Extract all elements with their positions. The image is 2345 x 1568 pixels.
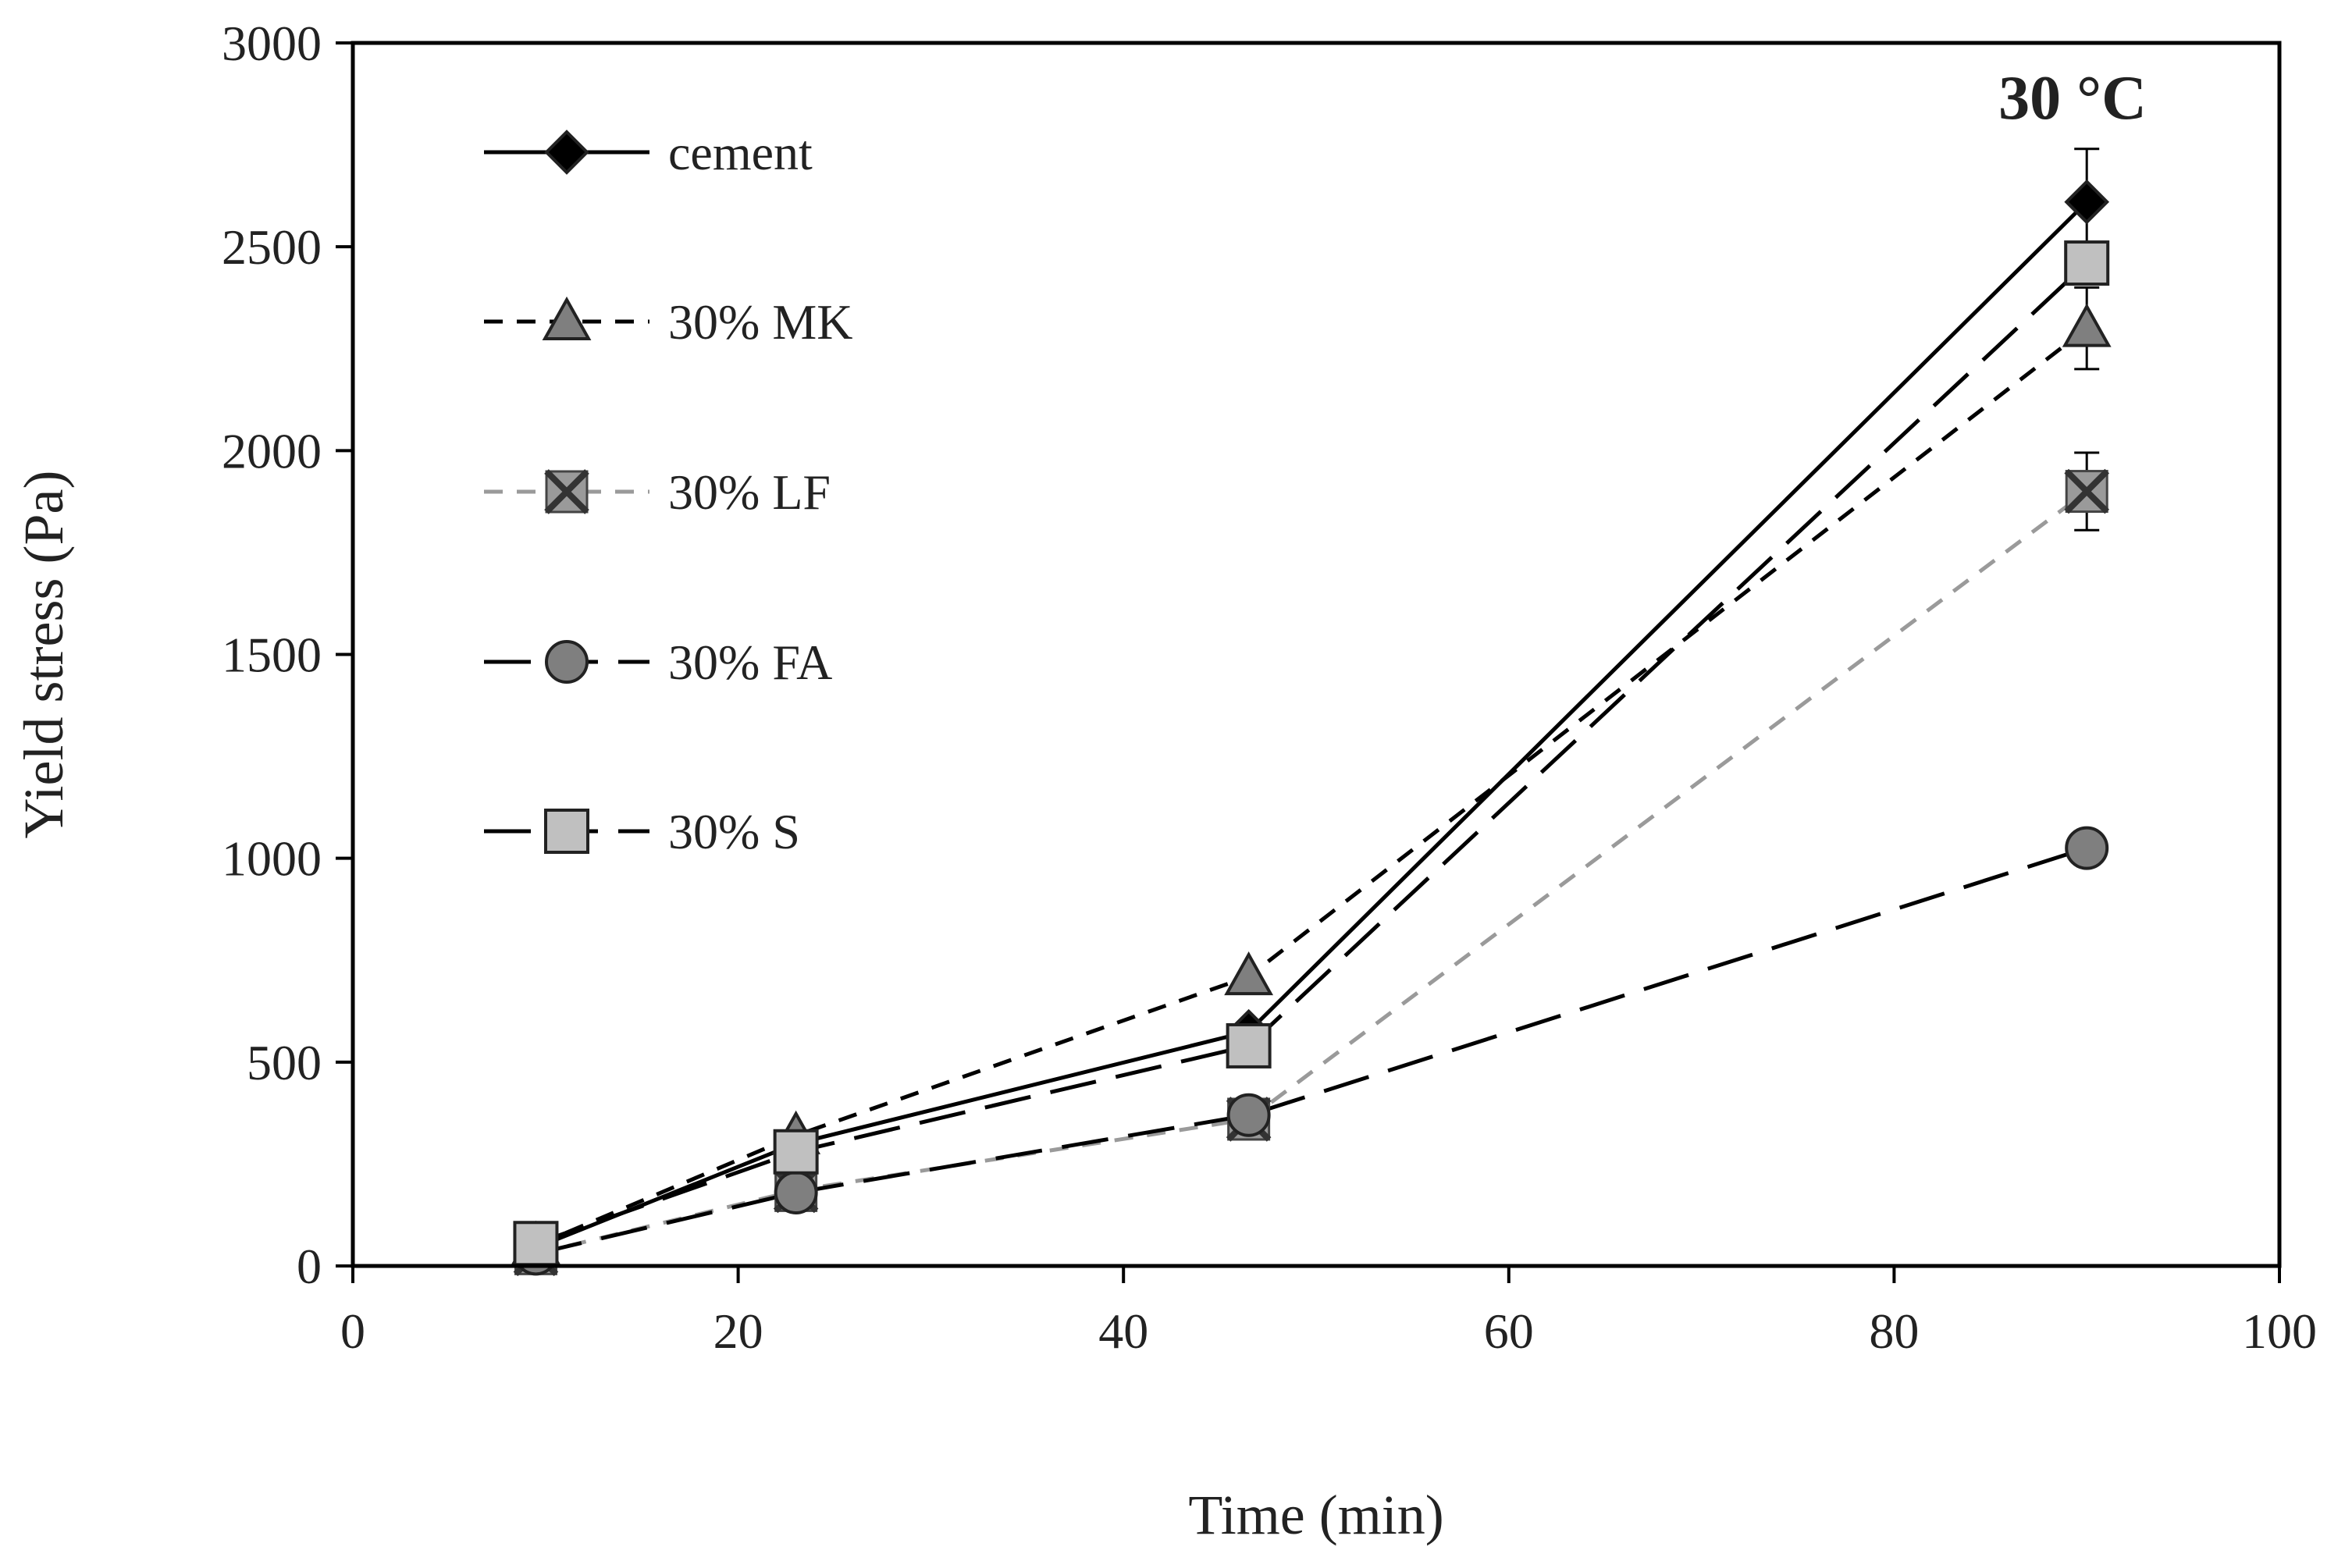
marker-cross: [544, 469, 589, 514]
x-tick-label: 80: [1869, 1303, 1919, 1359]
data-point-30-s: [2064, 240, 2110, 286]
axes: 0 500 1000 1500 2000 2500 3000 0 20 40 60 80 100: [222, 16, 2317, 1359]
temperature-annotation: 30 °C: [1998, 64, 2147, 133]
series-layer: [511, 148, 2112, 1277]
data-point-30-fa: [1226, 1093, 1271, 1137]
series-line-30-s: [535, 261, 2088, 1246]
y-tick-label: 1000: [222, 831, 322, 887]
legend-label: cement: [668, 125, 813, 180]
y-tick-label: 2500: [222, 219, 322, 275]
data-point-30-fa: [2065, 826, 2109, 870]
legend-item-cement: cement: [484, 125, 813, 180]
y-tick-label: 3000: [222, 16, 322, 71]
x-tick-label: 60: [1484, 1303, 1534, 1359]
legend-marker: [545, 640, 589, 684]
legend: cement 30% MK 30% LF 30% FA 30% S: [484, 125, 852, 859]
legend-label: 30% MK: [668, 294, 852, 350]
x-tick-label: 40: [1098, 1303, 1148, 1359]
data-point-30-mk: [2062, 303, 2112, 347]
marker-cross: [2064, 468, 2110, 514]
series-line-30-lf: [535, 489, 2088, 1256]
legend-item-30-mk: 30% MK: [484, 294, 852, 350]
legend-marker: [544, 809, 589, 854]
y-axis-title: Yield stress (Pa): [12, 471, 75, 839]
x-tick-label: 100: [2242, 1303, 2317, 1359]
data-point-30-mk: [1224, 951, 1274, 996]
x-tick-label: 0: [340, 1303, 365, 1359]
data-point-30-s: [773, 1129, 819, 1175]
data-point-30-fa: [774, 1170, 818, 1214]
data-point-cement: [2064, 179, 2110, 225]
legend-label: 30% S: [668, 804, 800, 859]
legend-item-30-fa: 30% FA: [484, 635, 832, 690]
series-line-cement: [535, 200, 2088, 1250]
data-point-30-s: [1226, 1022, 1272, 1068]
y-tick-label: 500: [247, 1035, 322, 1090]
y-tick-label: 2000: [222, 423, 322, 478]
series-line-30-fa: [535, 846, 2087, 1256]
legend-marker: [542, 296, 592, 340]
y-tick-label: 0: [297, 1239, 322, 1294]
legend-label: 30% FA: [668, 635, 832, 690]
plot-frame: [351, 41, 2282, 1268]
y-tick-label: 1500: [222, 628, 322, 683]
legend-marker: [544, 130, 589, 175]
legend-item-30-lf: 30% LF: [484, 464, 831, 520]
legend-marker: [544, 469, 589, 514]
legend-item-30-s: 30% S: [484, 804, 800, 859]
data-point-30-lf: [2064, 468, 2110, 514]
x-axis-title: Time (min): [1188, 1484, 1443, 1546]
data-point-30-s: [513, 1221, 559, 1267]
legend-label: 30% LF: [668, 464, 831, 520]
x-tick-label: 20: [713, 1303, 763, 1359]
